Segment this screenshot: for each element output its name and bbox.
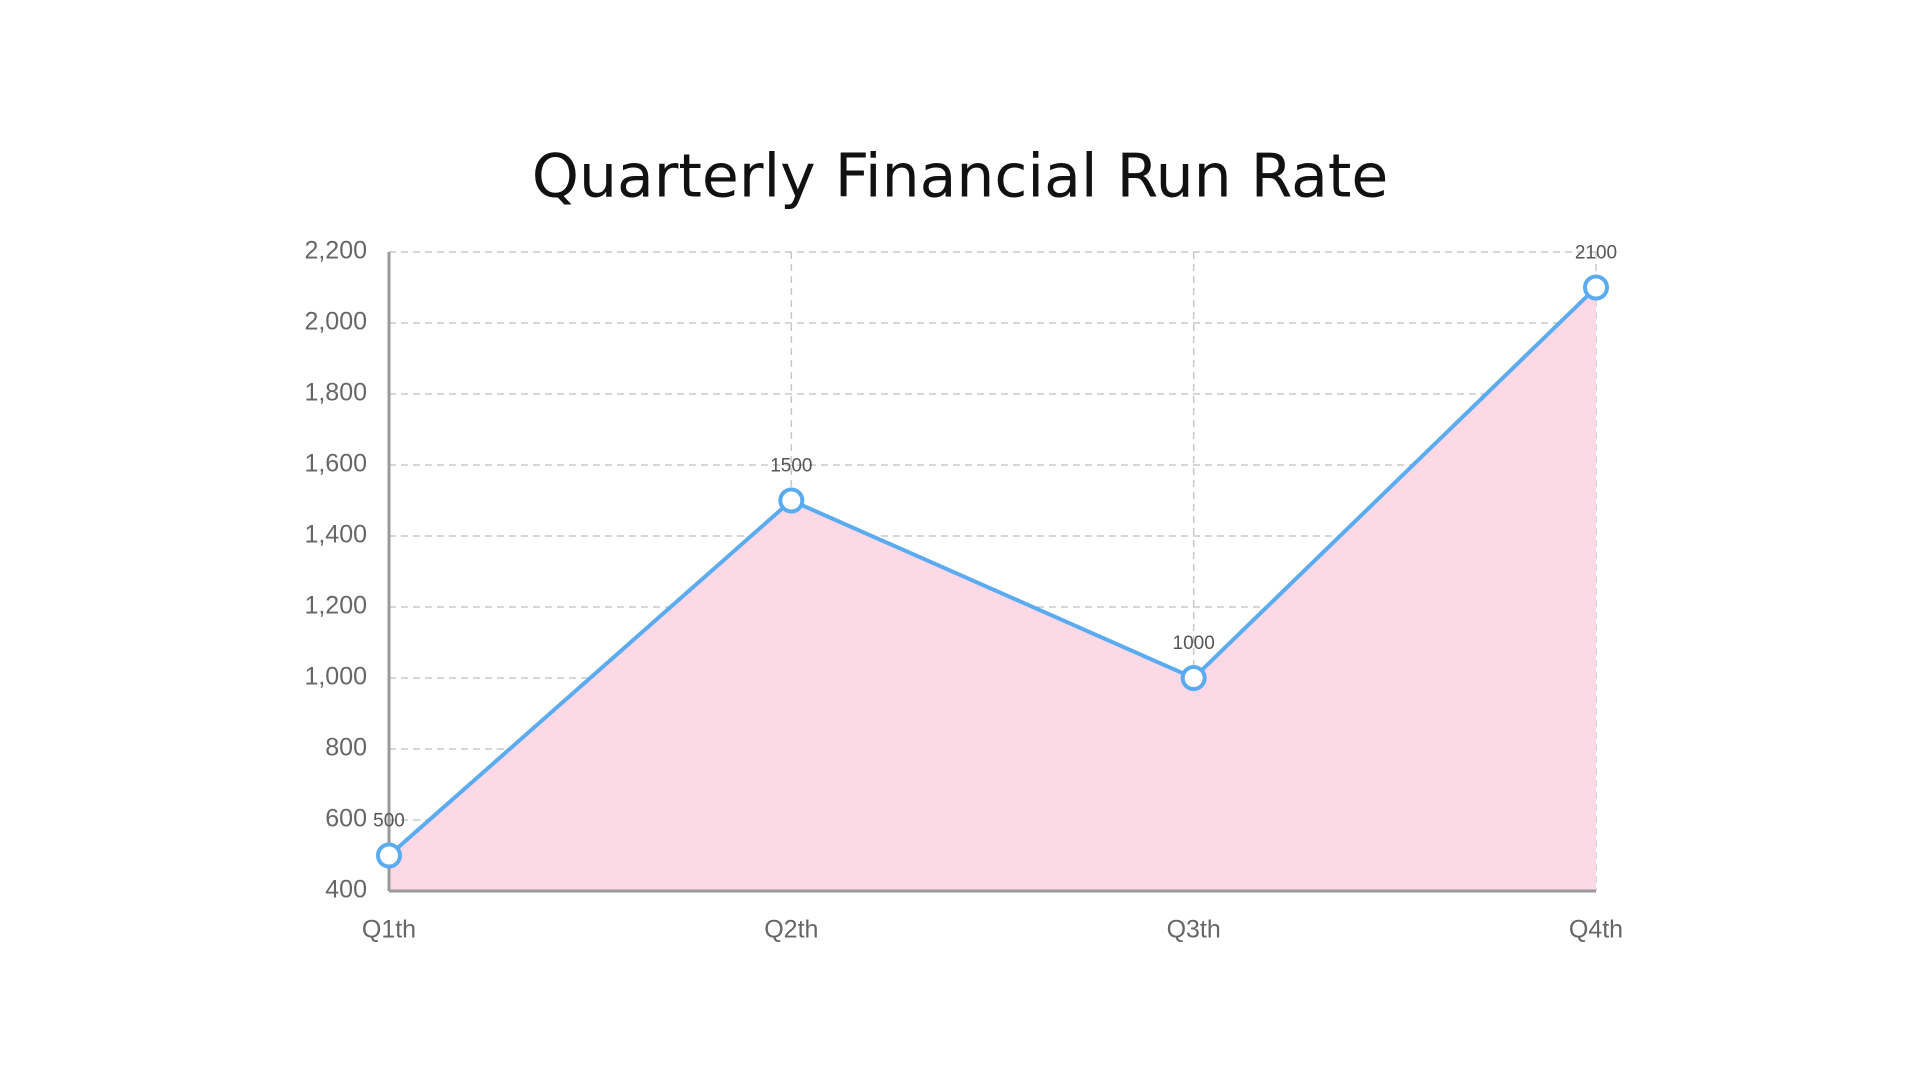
x-tick-label: Q2th: [764, 916, 818, 944]
x-tick-label: Q1th: [362, 916, 416, 944]
y-tick-label: 2,200: [304, 237, 367, 265]
point: [376, 842, 402, 869]
y-tick-label: 1,800: [304, 379, 367, 407]
y-tick-label: 1,600: [304, 450, 367, 478]
point: [778, 487, 805, 514]
y-tick-label: 1,400: [304, 521, 367, 549]
y-tick-label: 2,000: [304, 308, 367, 336]
y-tick-label: 400: [325, 876, 367, 904]
y-tick-label: 1,200: [304, 592, 367, 620]
data-label: 1500: [770, 456, 812, 477]
area: [389, 287, 1596, 891]
data-label: 1000: [1173, 633, 1215, 654]
x-tick-label: Q4th: [1569, 916, 1623, 944]
line: [387, 286, 1598, 857]
chart-title: Quarterly Financial Run Rate: [532, 142, 1389, 212]
data-label: 2100: [1575, 243, 1617, 264]
point: [1180, 665, 1207, 691]
y-tick-label: 800: [325, 734, 367, 762]
x-tick-label: Q3th: [1167, 916, 1221, 944]
y-tick-label: 1,000: [304, 663, 367, 691]
data-label: 500: [373, 811, 405, 832]
y-tick-label: 600: [325, 805, 367, 833]
point: [1583, 274, 1609, 301]
